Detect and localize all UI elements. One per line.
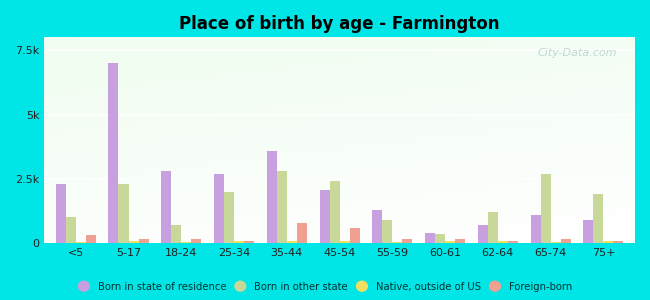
Bar [541,174,551,243]
Bar [266,151,277,243]
Bar [350,228,359,243]
Bar [560,239,571,243]
Bar [478,225,488,243]
Bar [287,241,297,243]
Bar [56,184,66,243]
Bar [593,194,603,243]
Bar [614,241,623,243]
Bar [191,239,202,243]
Bar [498,241,508,243]
Bar [402,239,412,243]
Bar [244,241,254,243]
Title: Place of birth by age - Farmington: Place of birth by age - Farmington [179,15,500,33]
Bar [214,174,224,243]
Bar [425,233,435,243]
Bar [339,241,350,243]
Bar [138,239,149,243]
Bar [224,192,234,243]
Bar [372,210,382,243]
Bar [455,239,465,243]
Bar [234,241,244,243]
Bar [393,242,402,243]
Bar [488,212,498,243]
Legend: Born in state of residence, Born in other state, Native, outside of US, Foreign-: Born in state of residence, Born in othe… [75,279,575,295]
Bar [530,215,541,243]
Bar [118,184,129,243]
Bar [435,234,445,243]
Bar [508,241,518,243]
Bar [320,190,330,243]
Bar [161,171,171,243]
Bar [330,182,339,243]
Bar [181,242,191,243]
Bar [297,223,307,243]
Bar [109,63,118,243]
Bar [445,241,455,243]
Bar [382,220,393,243]
Bar [66,218,76,243]
Bar [277,171,287,243]
Bar [603,241,614,243]
Bar [86,236,96,243]
Bar [551,242,560,243]
Bar [583,220,593,243]
Text: City-Data.com: City-Data.com [538,48,618,58]
Bar [171,225,181,243]
Bar [76,242,86,243]
Bar [129,241,138,243]
